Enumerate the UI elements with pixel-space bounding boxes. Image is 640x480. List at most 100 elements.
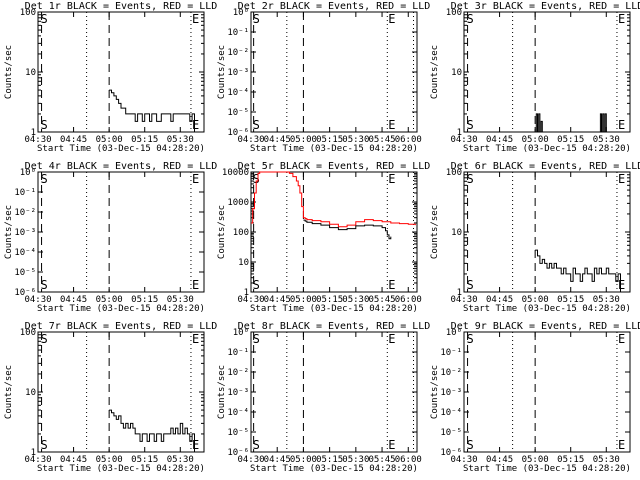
- y-tick-label: 1: [31, 448, 36, 458]
- start-marker-bottom: S: [41, 438, 48, 452]
- end-marker-top: E: [388, 12, 395, 26]
- x-tick-label: 05:00: [290, 455, 317, 465]
- y-axis-label: Counts/sec: [217, 205, 227, 259]
- y-axis-label: Counts/sec: [430, 205, 440, 259]
- x-tick-label: 05:00: [96, 135, 123, 145]
- start-marker-top: S: [41, 172, 48, 186]
- y-tick-label: 10⁰: [20, 168, 36, 178]
- events-series-line: [535, 249, 621, 292]
- y-tick-label: 1: [457, 128, 462, 138]
- x-tick-label: 04:30: [24, 455, 51, 465]
- x-tick-label: 06:00: [395, 295, 422, 305]
- x-tick-label: 04:45: [60, 455, 87, 465]
- start-marker-bottom: S: [253, 438, 260, 452]
- y-axis-label: Counts/sec: [430, 45, 440, 99]
- panel-det-3: Det 3r BLACK = Events, RED = LLD 1 10 100 04…: [430, 1, 640, 154]
- x-tick-label: 05:45: [369, 295, 396, 305]
- panel-title: Det 5r BLACK = Events, RED = LLD: [238, 161, 431, 172]
- x-axis-label: Start Time (03-Dec-15 04:28:20): [250, 464, 418, 474]
- panel-title: Det 9r BLACK = Events, RED = LLD: [451, 321, 640, 332]
- x-tick-label: 04:30: [237, 455, 264, 465]
- y-tick-label: 1: [457, 288, 462, 298]
- x-tick-label: 05:30: [342, 295, 369, 305]
- x-tick-label: 05:15: [316, 295, 343, 305]
- panel-det-4: Det 4r BLACK = Events, RED = LLD 10⁻⁶ 10⁻⁵…: [4, 161, 217, 314]
- plot-frame: [250, 11, 418, 133]
- y-tick-label: 10⁰: [233, 328, 249, 338]
- x-tick-label: 05:15: [557, 135, 584, 145]
- y-tick-label: 10⁻⁴: [227, 408, 249, 418]
- plot-frame: [250, 331, 418, 453]
- x-tick-label: 04:45: [60, 295, 87, 305]
- x-axis-label: Start Time (03-Dec-15 04:28:20): [37, 304, 205, 314]
- start-marker-top: S: [253, 12, 260, 26]
- panel-title: Det 1r BLACK = Events, RED = LLD: [25, 1, 218, 12]
- x-tick-label: 06:00: [395, 455, 422, 465]
- y-axis-label: Counts/sec: [217, 45, 227, 99]
- start-marker-bottom: S: [253, 118, 260, 132]
- end-marker-top: E: [192, 172, 199, 186]
- y-tick-label: 10⁻³: [440, 388, 462, 398]
- y-tick-label: 10: [451, 228, 462, 238]
- x-axis-label: Start Time (03-Dec-15 04:28:20): [463, 304, 631, 314]
- y-tick-label: 10⁻¹: [227, 348, 249, 358]
- x-tick-label: 05:30: [593, 135, 620, 145]
- x-tick-label: 04:45: [486, 455, 513, 465]
- y-axis-label: Counts/sec: [4, 45, 14, 99]
- end-marker-top: E: [618, 172, 625, 186]
- start-marker-top: S: [41, 332, 48, 346]
- y-tick-label: 10⁰: [446, 328, 462, 338]
- end-marker-bottom: E: [192, 278, 199, 292]
- y-axis-label: Counts/sec: [4, 365, 14, 419]
- end-marker-top: E: [388, 172, 395, 186]
- x-tick-label: 04:30: [237, 295, 264, 305]
- plot-frame: [463, 331, 631, 453]
- end-marker-bottom: E: [388, 438, 395, 452]
- y-tick-label: 1: [31, 128, 36, 138]
- x-axis-label: Start Time (03-Dec-15 04:28:20): [37, 464, 205, 474]
- y-tick-label: 10⁻⁵: [440, 428, 462, 438]
- y-tick-label: 10⁻²: [227, 48, 249, 58]
- x-tick-label: 05:15: [316, 135, 343, 145]
- x-tick-label: 05:30: [167, 295, 194, 305]
- y-axis-label: Counts/sec: [217, 365, 227, 419]
- y-tick-label: 10⁰: [233, 8, 249, 18]
- start-marker-top: S: [253, 172, 260, 186]
- end-marker-bottom: E: [192, 438, 199, 452]
- x-tick-label: 05:15: [131, 295, 158, 305]
- start-marker-bottom: S: [41, 118, 48, 132]
- panel-det-2: Det 2r BLACK = Events, RED = LLD 10⁻⁶ 10⁻⁵…: [217, 1, 430, 154]
- x-tick-label: 05:30: [593, 455, 620, 465]
- end-marker-bottom: E: [192, 118, 199, 132]
- x-tick-label: 04:45: [486, 295, 513, 305]
- panel-det-1: Det 1r BLACK = Events, RED = LLD 1 10 100 04…: [4, 1, 217, 154]
- y-tick-label: 100: [446, 8, 462, 18]
- x-axis-label: Start Time (03-Dec-15 04:28:20): [463, 144, 631, 154]
- y-tick-label: 10⁻³: [227, 388, 249, 398]
- y-tick-label: 10⁻⁴: [440, 408, 462, 418]
- y-tick-label: 100: [20, 328, 36, 338]
- y-tick-label: 10: [25, 68, 36, 78]
- x-tick-label: 04:45: [264, 295, 291, 305]
- y-tick-label: 10⁻³: [227, 68, 249, 78]
- x-tick-label: 05:00: [96, 295, 123, 305]
- x-tick-label: 05:15: [131, 455, 158, 465]
- end-marker-top: E: [388, 332, 395, 346]
- y-tick-label: 1: [244, 288, 249, 298]
- start-marker-bottom: S: [41, 278, 48, 292]
- x-tick-label: 05:00: [290, 295, 317, 305]
- x-tick-label: 04:45: [264, 455, 291, 465]
- y-axis-label: Counts/sec: [430, 365, 440, 419]
- x-tick-label: 05:30: [593, 295, 620, 305]
- end-marker-bottom: E: [388, 118, 395, 132]
- x-tick-label: 04:45: [60, 135, 87, 145]
- y-tick-label: 10⁻¹: [14, 188, 36, 198]
- x-tick-label: 04:30: [450, 135, 477, 145]
- x-tick-label: 04:45: [486, 135, 513, 145]
- events-series-line: [303, 219, 392, 240]
- x-tick-label: 05:30: [342, 455, 369, 465]
- end-marker-top: E: [192, 332, 199, 346]
- x-axis-label: Start Time (03-Dec-15 04:28:20): [250, 144, 418, 154]
- panel-det-7: Det 7r BLACK = Events, RED = LLD 1 10 100 04…: [4, 321, 217, 474]
- start-marker-bottom: S: [467, 278, 474, 292]
